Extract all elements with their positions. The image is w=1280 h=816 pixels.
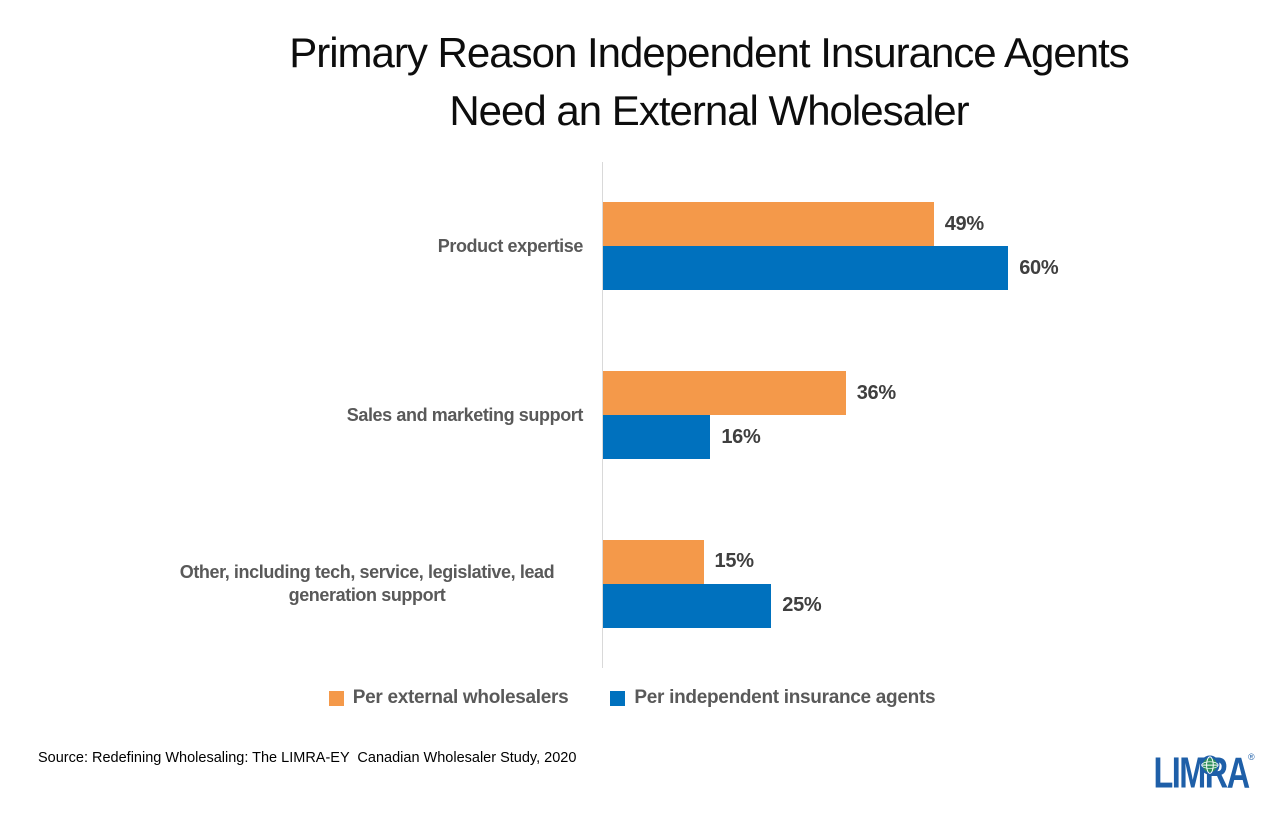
bar-line: 16% <box>602 415 1280 459</box>
registered-mark: ® <box>1248 752 1255 762</box>
chart-title: Primary Reason Independent Insurance Age… <box>0 24 1280 139</box>
chart-title-line2: Need an External Wholesaler <box>449 86 969 134</box>
category-label-cell: Product expertise <box>0 235 602 258</box>
globe-icon <box>1200 755 1220 775</box>
category-axis-line <box>602 162 603 668</box>
legend-item-external-wholesalers: Per external wholesalers <box>328 687 569 709</box>
bar-chart: Product expertise 49% 60% Sales and marketi… <box>0 162 1280 668</box>
bar-independent-agents <box>602 246 1009 291</box>
legend-swatch-orange-icon <box>328 690 344 706</box>
value-label: 15% <box>714 550 754 573</box>
limra-logo: LIMRA ® <box>1153 749 1255 794</box>
category-label: Other, including tech, service, legislat… <box>179 562 555 605</box>
legend-label: Per external wholesalers <box>352 687 569 708</box>
bar-external-wholesalers <box>602 539 704 584</box>
bar-line: 60% <box>602 246 1280 291</box>
category-label-cell: Other, including tech, service, legislat… <box>0 561 602 606</box>
source-note: Source: Redefining Wholesaling: The LIMR… <box>38 750 577 766</box>
bar-external-wholesalers <box>602 371 846 415</box>
bar-independent-agents <box>602 415 711 459</box>
bar-group: Sales and marketing support 36% 16% <box>0 331 1280 500</box>
category-label: Sales and marketing support <box>346 404 584 425</box>
bars-cell: 49% 60% <box>602 202 1280 291</box>
bar-external-wholesalers <box>602 202 934 247</box>
category-label: Product expertise <box>437 236 584 257</box>
bar-group: Other, including tech, service, legislat… <box>0 499 1280 668</box>
bar-groups: Product expertise 49% 60% Sales and marketi… <box>0 162 1280 668</box>
legend-swatch-blue-icon <box>610 690 626 706</box>
value-label: 49% <box>944 212 984 235</box>
value-label: 16% <box>721 425 761 448</box>
bar-line: 25% <box>602 583 1280 628</box>
bars-cell: 36% 16% <box>602 371 1280 459</box>
bars-cell: 15% 25% <box>602 539 1280 628</box>
bar-line: 15% <box>602 539 1280 584</box>
bar-line: 49% <box>602 202 1280 247</box>
value-label: 25% <box>782 594 822 617</box>
bar-line: 36% <box>602 371 1280 415</box>
legend-label: Per independent insurance agents <box>634 687 936 708</box>
bar-independent-agents <box>602 583 772 628</box>
chart-legend: Per external wholesalers Per independent… <box>0 687 1264 709</box>
bar-group: Product expertise 49% 60% <box>0 162 1280 331</box>
chart-title-line1: Primary Reason Independent Insurance Age… <box>289 29 1130 76</box>
value-label: 60% <box>1019 256 1059 279</box>
category-label-cell: Sales and marketing support <box>0 404 602 427</box>
value-label: 36% <box>856 381 896 404</box>
limra-logo-text: LIMRA <box>1153 749 1249 794</box>
legend-item-independent-agents: Per independent insurance agents <box>610 687 936 709</box>
